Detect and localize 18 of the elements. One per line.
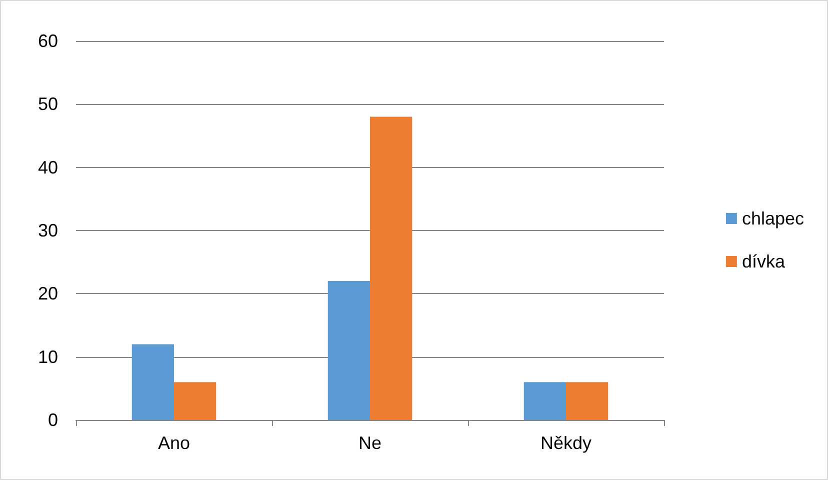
bar [566,382,608,420]
y-tick-label: 40 [38,157,58,178]
bar [174,382,216,420]
bar [370,116,412,420]
legend-label: dívka [742,252,786,272]
legend-label: chlapec [742,208,804,228]
x-tick-label: Někdy [540,433,592,453]
y-tick-label: 50 [38,94,58,114]
x-tick-label: Ano [158,433,190,453]
bar [524,382,566,420]
y-tick-label: 60 [38,31,58,51]
y-tick-label: 30 [38,220,58,240]
y-tick-label: 0 [48,410,58,430]
y-tick-label: 20 [38,284,58,304]
bar [132,344,174,420]
x-tick-label: Ne [358,433,382,453]
y-tick-label: 10 [38,346,58,367]
bar [328,281,370,420]
